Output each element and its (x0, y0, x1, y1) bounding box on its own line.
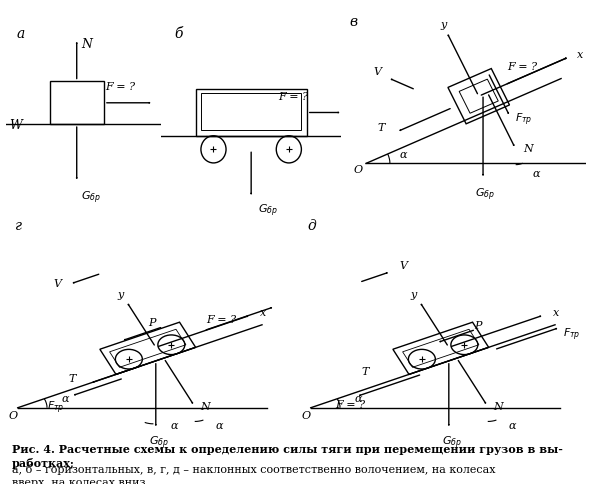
Text: N: N (200, 401, 210, 411)
Text: F = ?: F = ? (206, 315, 237, 325)
Text: P: P (148, 318, 155, 328)
Text: Рис. 4. Расчетные схемы к определению силы тяги при перемещении грузов в вы-
раб: Рис. 4. Расчетные схемы к определению си… (12, 443, 563, 468)
Text: б: б (174, 27, 182, 41)
Text: F = ?: F = ? (278, 92, 308, 102)
Text: α: α (215, 420, 222, 430)
Text: $F_{тр}$: $F_{тр}$ (47, 398, 65, 415)
Text: N: N (523, 144, 533, 154)
Text: V: V (374, 66, 382, 76)
Text: V: V (399, 260, 407, 270)
Text: T: T (361, 366, 368, 377)
Text: N: N (493, 401, 504, 411)
Text: x: x (260, 307, 266, 317)
Text: $F_{тр}$: $F_{тр}$ (515, 112, 532, 128)
Text: $G_{бр}$: $G_{бр}$ (442, 434, 462, 450)
Text: x: x (577, 49, 583, 60)
Text: α: α (171, 420, 178, 430)
Text: F = ?: F = ? (105, 82, 136, 92)
Text: O: O (302, 410, 311, 421)
Text: O: O (354, 165, 363, 175)
Text: а, б – горизонтальных, в, г, д – наклонных соответственно волочением, на колесах: а, б – горизонтальных, в, г, д – наклонн… (12, 463, 496, 484)
Bar (201, 93, 301, 131)
Text: F = ?: F = ? (335, 399, 365, 409)
Text: α: α (399, 150, 407, 159)
Text: $G_{бр}$: $G_{бр}$ (475, 186, 495, 203)
Text: α: α (355, 393, 362, 404)
Text: T: T (377, 122, 385, 133)
Text: $G_{бр}$: $G_{бр}$ (149, 434, 169, 450)
Text: $F_{тр}$: $F_{тр}$ (563, 326, 581, 342)
Text: O: O (9, 410, 18, 421)
Text: д: д (308, 218, 316, 232)
Text: $G_{бр}$: $G_{бр}$ (258, 202, 278, 219)
Text: N: N (81, 38, 92, 51)
Text: α: α (508, 420, 515, 430)
Text: y: y (441, 20, 447, 30)
Text: y: y (117, 289, 123, 299)
Text: а: а (17, 27, 25, 41)
Text: F = ?: F = ? (507, 62, 537, 72)
Bar (196, 90, 307, 136)
Text: W: W (9, 119, 22, 131)
Text: V: V (53, 278, 61, 288)
Text: x: x (553, 307, 559, 317)
Text: P: P (474, 320, 482, 330)
Text: г: г (15, 218, 22, 232)
Text: α: α (62, 393, 69, 404)
Text: $G_{бр}$: $G_{бр}$ (81, 189, 102, 205)
Bar (50, 82, 104, 125)
Text: α: α (532, 168, 540, 179)
Text: T: T (69, 374, 77, 383)
Text: y: y (410, 289, 416, 299)
Text: в: в (349, 15, 358, 29)
